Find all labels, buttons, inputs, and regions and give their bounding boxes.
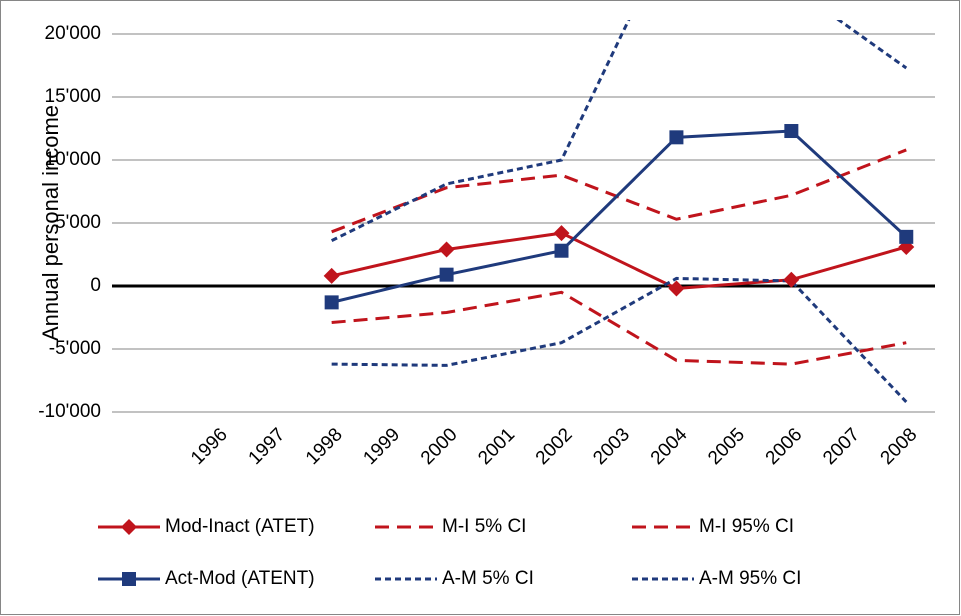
- marker: [122, 572, 136, 586]
- y-tick-label: 5'000: [55, 212, 101, 233]
- markers: [323, 124, 915, 310]
- legend-label: Act-Mod (ATENT): [165, 568, 315, 589]
- y-tick-label: 20'000: [45, 23, 101, 44]
- legend-label: Mod-Inact (ATET): [165, 516, 315, 537]
- legend-label: M-I 5% CI: [442, 516, 526, 537]
- marker: [324, 295, 339, 310]
- marker: [668, 280, 685, 297]
- marker: [899, 229, 914, 244]
- grid: [112, 33, 935, 413]
- legend-label: A-M 5% CI: [442, 568, 534, 589]
- marker: [439, 267, 454, 282]
- y-tick-label: -10'000: [38, 401, 101, 422]
- y-tick-label: 15'000: [45, 86, 101, 107]
- y-axis-label: Annual personal income: [38, 105, 63, 341]
- y-tick-label: 0: [90, 275, 101, 296]
- legend-label: A-M 95% CI: [699, 568, 801, 589]
- marker: [669, 130, 684, 145]
- marker: [121, 519, 137, 535]
- legend-label: M-I 95% CI: [699, 516, 794, 537]
- series-line: [331, 129, 908, 304]
- series-line: [331, 290, 907, 366]
- marker: [553, 225, 570, 242]
- marker: [323, 267, 340, 284]
- lines: [330, 20, 908, 403]
- series-line: [331, 276, 908, 403]
- y-tick-label: -5'000: [49, 338, 101, 359]
- legend: Mod-Inact (ATET) M-I 5% CI M-I 95% CI Act-M…: [98, 516, 801, 589]
- marker: [554, 243, 569, 258]
- series-line: [331, 231, 907, 291]
- marker: [784, 124, 799, 139]
- marker: [783, 271, 800, 288]
- marker: [438, 241, 455, 258]
- y-tick-label: 10'000: [45, 149, 101, 170]
